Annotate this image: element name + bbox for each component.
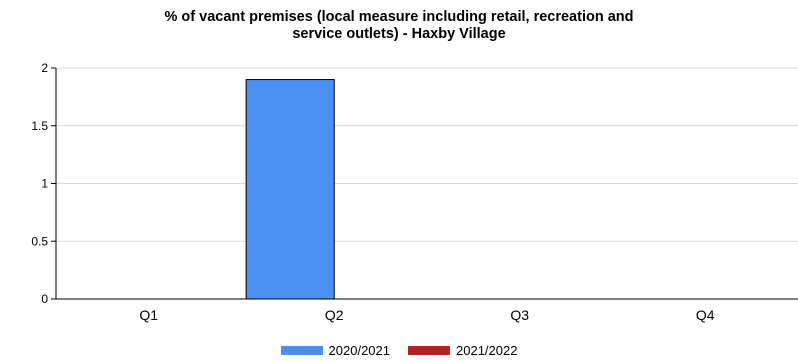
legend-swatch	[408, 346, 450, 355]
legend-label: 2021/2022	[456, 343, 518, 358]
legend-item: 2020/2021	[280, 343, 390, 358]
x-tick-label: Q2	[325, 307, 344, 323]
y-tick-label: 2	[41, 61, 48, 75]
x-tick-label: Q4	[696, 307, 715, 323]
legend-swatch	[280, 346, 323, 355]
x-tick-label: Q1	[139, 307, 158, 323]
y-tick-label: 0.5	[31, 234, 48, 248]
legend-item: 2021/2022	[408, 343, 517, 358]
legend-label: 2020/2021	[328, 343, 390, 358]
y-tick-label: 1.5	[31, 119, 48, 133]
chart-title-line-2: service outlets) - Haxby Village	[292, 26, 506, 42]
x-tick-label: Q3	[510, 307, 529, 323]
chart-title-line-1: % of vacant premises (local measure incl…	[164, 9, 634, 25]
y-tick-label: 0	[41, 292, 48, 306]
chart-title: % of vacant premises (local measure incl…	[0, 9, 798, 43]
bar	[245, 79, 335, 300]
y-tick-label: 1	[41, 177, 48, 191]
chart-legend: 2020/2021 2021/2022	[0, 343, 798, 358]
bar-chart: 0 0.5 1 1.5 2 Q1 Q2 Q3 Q4	[31, 61, 798, 323]
